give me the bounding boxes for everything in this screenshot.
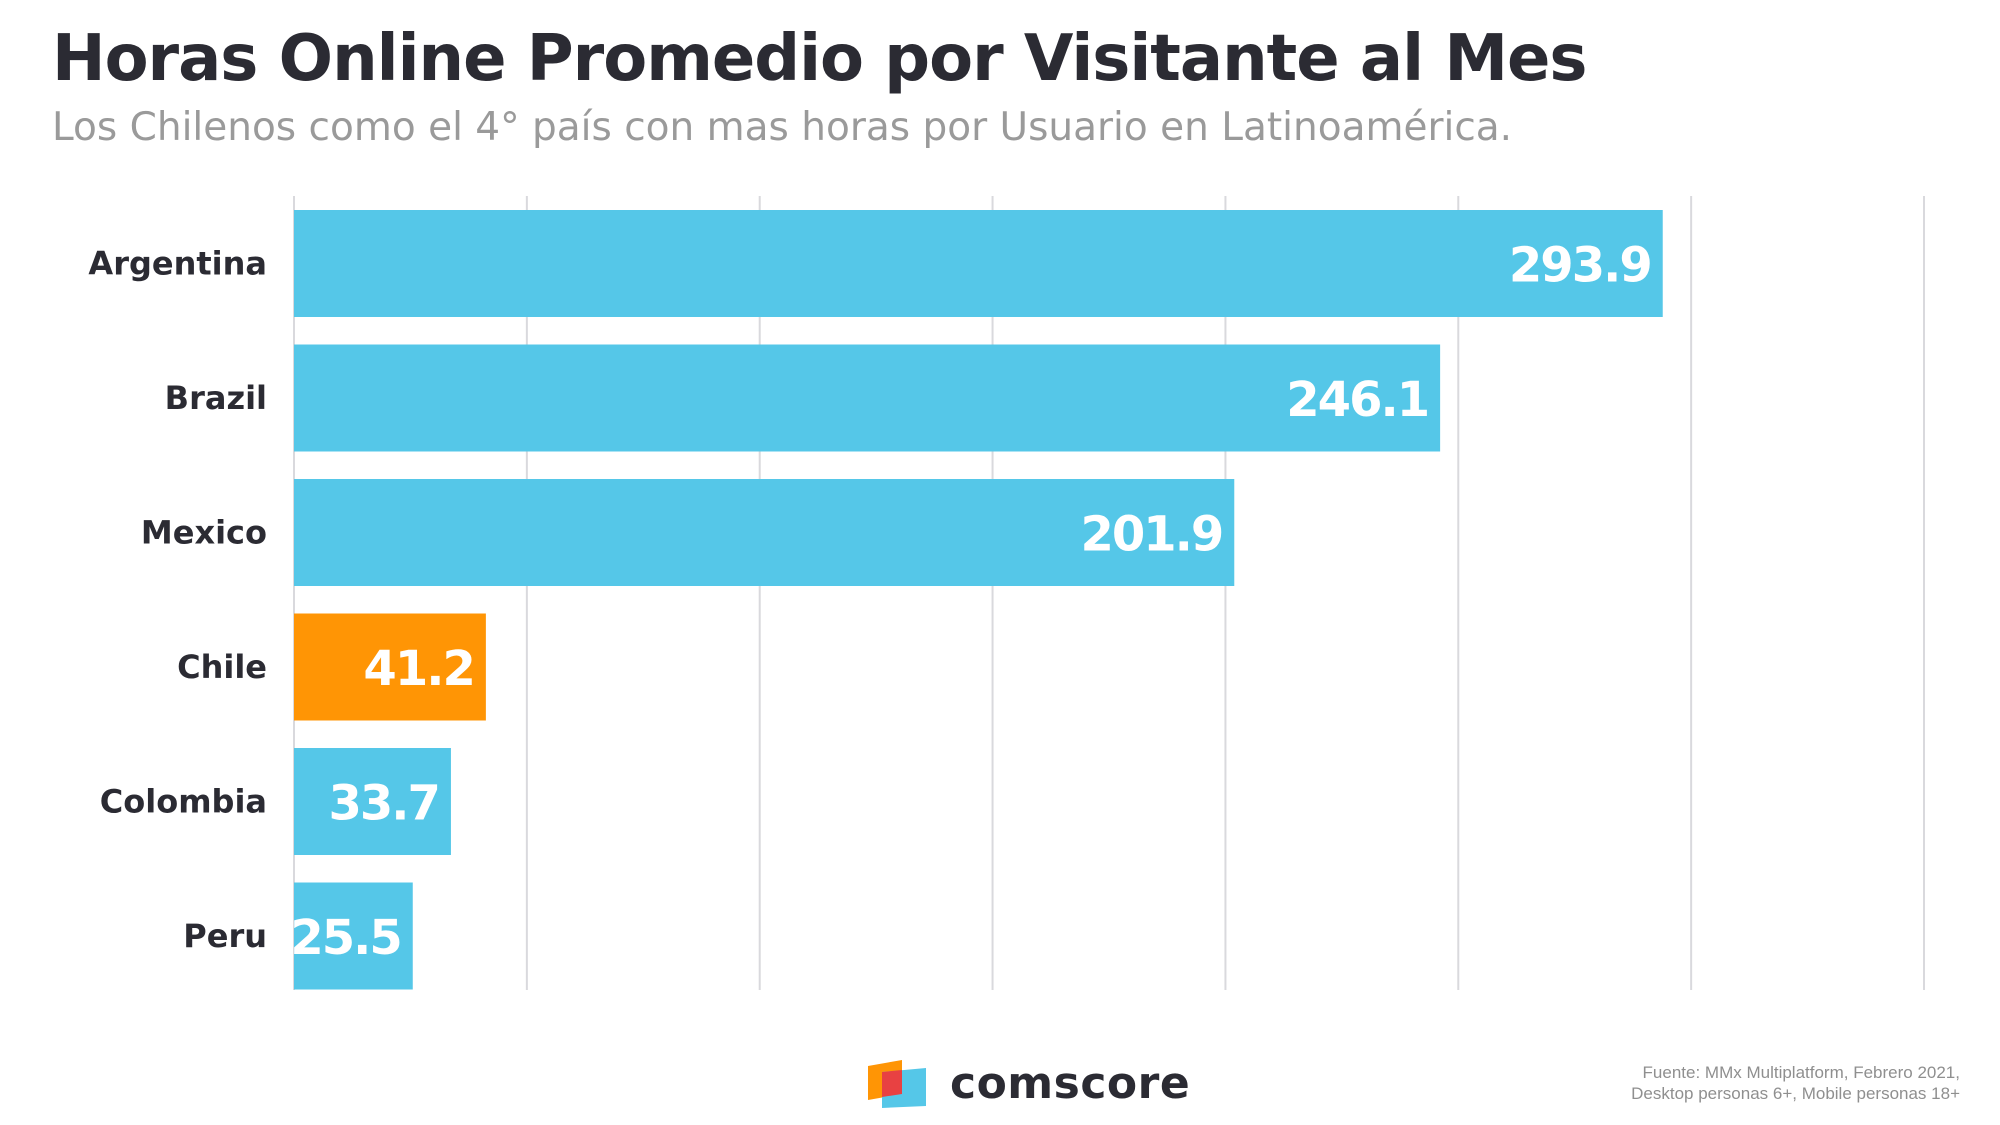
bar-mexico xyxy=(294,479,1235,586)
category-label-peru: Peru xyxy=(183,917,267,955)
source-line-2: Desktop personas 6+, Mobile personas 18+ xyxy=(1631,1084,1960,1103)
chart-title: Horas Online Promedio por Visitante al M… xyxy=(52,22,1587,96)
category-label-colombia: Colombia xyxy=(100,783,267,821)
source-note: Fuente: MMx Multiplatform, Febrero 2021,… xyxy=(1631,1062,1960,1104)
comscore-logo-icon xyxy=(868,1059,926,1108)
bar-chart: Argentina 293.9 Brazil 246.1 Mexico 201.9 Chil… xyxy=(88,196,1925,990)
bars xyxy=(294,210,1663,990)
value-label-peru: 25.5 xyxy=(290,910,400,966)
category-label-brazil: Brazil xyxy=(165,379,267,417)
category-label-mexico: Mexico xyxy=(141,514,267,552)
comscore-logo: comscore xyxy=(868,1058,1190,1109)
category-label-argentina: Argentina xyxy=(88,245,267,283)
bar-colombia xyxy=(294,748,451,855)
bar-argentina xyxy=(294,210,1663,317)
labels: Argentina 293.9 Brazil 246.1 Mexico 201.9 Chil… xyxy=(88,238,1652,967)
value-label-brazil: 246.1 xyxy=(1286,372,1428,428)
comscore-logo-text: comscore xyxy=(950,1058,1191,1109)
bar-brazil xyxy=(294,344,1441,452)
chart-subtitle: Los Chilenos como el 4° país con mas hor… xyxy=(52,105,1513,150)
category-label-chile: Chile xyxy=(177,648,267,686)
source-line-1: Fuente: MMx Multiplatform, Febrero 2021, xyxy=(1642,1063,1960,1082)
value-label-chile: 41.2 xyxy=(363,641,473,697)
bar-peru xyxy=(294,882,413,990)
value-label-mexico: 201.9 xyxy=(1080,507,1222,563)
gridlines xyxy=(293,196,1925,990)
value-label-argentina: 293.9 xyxy=(1509,238,1651,294)
bar-chile xyxy=(294,613,486,721)
value-label-colombia: 33.7 xyxy=(329,776,439,832)
